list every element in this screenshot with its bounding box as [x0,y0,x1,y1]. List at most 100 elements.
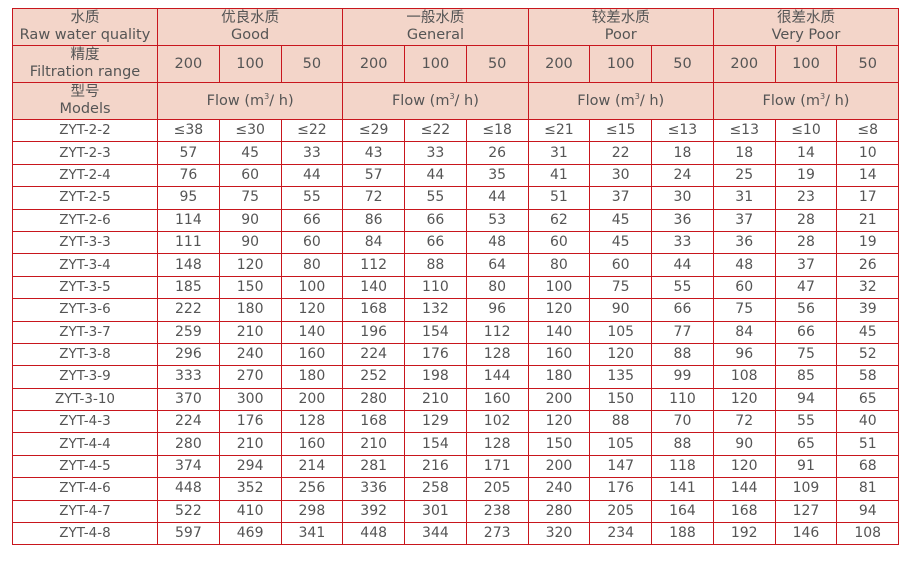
flow-value-cell: 96 [712,342,776,367]
flow-value-cell: ≤18 [465,118,529,143]
table-row: ZYT-2-2 ≤38 ≤30 ≤22 ≤29 ≤22 ≤18 ≤21 ≤15 ≤13 ≤13 ≤10… [12,118,900,143]
model-cell: ZYT-4-8 [12,522,158,546]
flow-value-cell: 111 [157,230,220,255]
flow-unit-prefix: Flow (m [577,92,635,109]
flow-value-cell: 270 [218,365,282,389]
flow-value-cell: 300 [218,387,282,412]
table-row: ZYT-3-8 296 240 160 224 176 128 160 120 88 96 75 52 [12,342,900,367]
flow-value-cell: ≤30 [218,118,282,143]
model-cell: ZYT-2-2 [12,118,158,143]
flow-value-cell: 120 [218,253,282,277]
flow-value-cell: 65 [774,432,838,456]
range-label-cell: 精度 Filtration range [12,45,158,83]
flow-value-cell: 188 [651,522,714,546]
flow-value-cell: ≤15 [589,118,653,143]
flow-value-cell: 62 [527,208,591,232]
flow-unit-prefix: Flow (m [762,92,821,109]
model-cell: ZYT-4-3 [12,410,158,434]
flow-value-cell: 33 [280,141,344,165]
flow-value-cell: 26 [836,253,900,277]
flow-value-cell: 164 [651,499,714,524]
quality-group-en: Poor [604,27,637,43]
flow-value-cell: 57 [342,163,406,188]
flow-value-cell: 14 [774,141,838,165]
flow-value-cell: 448 [157,477,220,501]
flow-value-cell: 210 [218,320,282,344]
flow-value-cell: 280 [342,387,406,412]
flow-value-cell: 160 [527,342,591,367]
flow-value-cell: ≤38 [157,118,220,143]
flow-value-cell: 19 [774,163,838,188]
flow-value-cell: 120 [712,454,776,479]
flow-value-cell: 109 [774,477,838,501]
flow-value-cell: 75 [774,342,838,367]
flow-value-cell: 180 [527,365,591,389]
quality-group-cn: 较差水质 [591,10,650,26]
flow-value-cell: 120 [589,342,653,367]
flow-value-cell: 105 [589,320,653,344]
flow-unit-prefix: Flow (m [391,92,450,109]
flow-value-cell: 114 [157,208,220,232]
flow-spec-table: 水质 Raw water quality 优良水质 Good 一般水质 General… [12,8,900,546]
flow-value-cell: 146 [774,522,838,546]
model-cell: ZYT-4-4 [12,432,158,456]
model-cell: ZYT-2-4 [12,163,158,188]
flow-value-cell: 40 [836,410,900,434]
flow-value-cell: 48 [712,253,776,277]
flow-value-cell: 140 [280,320,344,344]
flow-value-cell: 39 [836,298,900,322]
flow-value-cell: 222 [157,298,220,322]
table-row: ZYT-3-6 222 180 120 168 132 96 120 90 66 75 56 39 [12,298,900,322]
flow-value-cell: 45 [218,141,282,165]
flow-value-cell: 140 [342,275,406,300]
flow-value-cell: 94 [774,387,838,412]
flow-value-cell: 273 [465,522,529,546]
flow-value-cell: 84 [342,230,406,255]
flow-value-cell: 240 [218,342,282,367]
flow-unit-sup: 3 [264,91,270,101]
flow-value-cell: 72 [342,186,406,210]
flow-value-cell: 60 [527,230,591,255]
flow-value-cell: 26 [465,141,529,165]
flow-value-cell: 90 [589,298,653,322]
flow-value-cell: 22 [589,141,653,165]
flow-value-cell: 66 [774,320,838,344]
flow-value-cell: 110 [404,275,467,300]
flow-unit-suffix: / h) [639,92,665,109]
flow-value-cell: 37 [712,208,776,232]
flow-value-cell: 25 [712,163,776,188]
flow-value-cell: 374 [157,454,220,479]
flow-unit-suffix: / h) [269,92,294,109]
flow-value-cell: 210 [218,432,282,456]
flow-value-cell: 44 [651,253,714,277]
flow-value-cell: 60 [589,253,653,277]
flow-value-cell: 19 [836,230,900,255]
flow-value-cell: 32 [836,275,900,300]
table-row: ZYT-4-3 224 176 128 168 129 102 120 88 70 72 55 40 [12,410,900,434]
flow-value-cell: 120 [712,387,776,412]
flow-value-cell: 128 [465,342,529,367]
flow-unit-sup: 3 [820,91,826,101]
table-row: ZYT-4-8 597 469 341 448 344 273 320 234 188 192 146… [12,522,900,546]
flow-value-cell: 33 [404,141,467,165]
flow-value-cell: 100 [527,275,591,300]
flow-value-cell: 41 [527,163,591,188]
model-cell: ZYT-4-6 [12,477,158,501]
flow-value-cell: 31 [527,141,591,165]
flow-value-cell: 150 [527,432,591,456]
flow-value-cell: 70 [651,410,714,434]
flow-value-cell: ≤8 [836,118,900,143]
flow-value-cell: 33 [651,230,714,255]
flow-value-cell: 55 [651,275,714,300]
flow-value-cell: 128 [280,410,344,434]
flow-value-cell: 105 [589,432,653,456]
range-label-cn: 精度 [70,47,100,63]
flow-value-cell: 112 [342,253,406,277]
flow-value-cell: 205 [589,499,653,524]
quality-group-cn: 很差水质 [776,10,835,26]
flow-value-cell: 180 [280,365,344,389]
table-row: ZYT-3-4 148 120 80 112 88 64 80 60 44 48 37 26 [12,253,900,277]
quality-group-en: General [406,27,464,43]
flow-value-cell: 258 [404,477,467,501]
flow-value-cell: 80 [280,253,344,277]
